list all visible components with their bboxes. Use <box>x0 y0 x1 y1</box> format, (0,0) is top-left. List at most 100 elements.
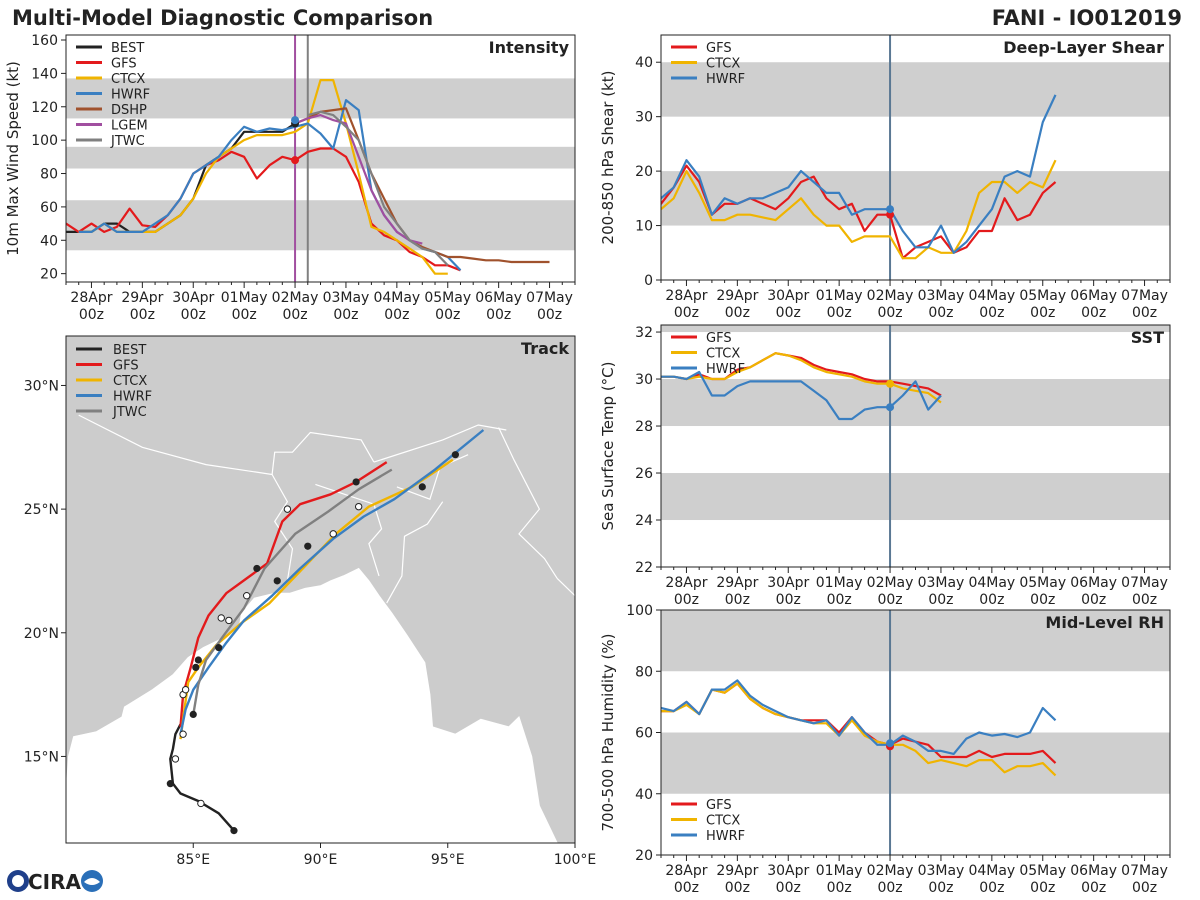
sst-legend-label-gfs: GFS <box>706 331 732 346</box>
track-fix-marker <box>230 827 238 835</box>
track-border-line <box>373 424 507 463</box>
sst-ytick-label: 30 <box>635 372 653 388</box>
rh-marker-hwrf <box>886 739 895 748</box>
rh-legend-label-hwrf: HWRF <box>706 829 745 844</box>
sst-legend-label-hwrf: HWRF <box>706 362 745 377</box>
track-ytick-label: 15°N <box>24 749 59 765</box>
intensity-series-jtwc <box>307 110 449 267</box>
intensity-legend-label-jtwc: JTWC <box>110 134 145 149</box>
rh-plot-area <box>661 610 1170 855</box>
intensity-xtick-date: 06May <box>475 290 522 306</box>
rh-xtick-hour: 00z <box>1081 880 1106 896</box>
shear-xtick-date: 05May <box>1019 288 1066 304</box>
track-border-line <box>396 454 469 500</box>
shear-xtick-date: 02May <box>867 288 914 304</box>
shear-series-hwrf <box>661 94 1057 254</box>
track-fix-marker <box>273 577 281 585</box>
intensity-xtick-date: 05May <box>424 290 471 306</box>
rh-xtick-hour: 00z <box>979 880 1004 896</box>
intensity-xtick-date: 04May <box>373 290 420 306</box>
track-fix-marker <box>215 644 223 652</box>
shear-legend-label-gfs: GFS <box>706 41 732 56</box>
rh-xtick-date: 03May <box>918 863 965 879</box>
intensity-ytick-label: 120 <box>31 100 58 116</box>
shear-xtick-date: 06May <box>1070 288 1117 304</box>
rh-xtick-date: 30Apr <box>767 863 809 879</box>
track-border-line <box>271 474 294 581</box>
sst-panel-title: SST <box>1131 328 1164 347</box>
sst-xtick-date: 03May <box>918 575 965 591</box>
intensity-xtick-date: 07May <box>526 290 573 306</box>
track-fix-marker <box>352 478 360 486</box>
panel-shear: 01020304028Apr00z29Apr00z30Apr00z01May00… <box>599 34 1171 321</box>
intensity-ytick-label: 100 <box>31 133 58 149</box>
shear-legend-label-hwrf: HWRF <box>706 72 745 87</box>
intensity-xtick-date: 30Apr <box>172 290 214 306</box>
intensity-xtick-hour: 00z <box>79 307 104 323</box>
intensity-ylabel: 10m Max Wind Speed (kt) <box>4 61 22 256</box>
rh-legend-label-ctcx: CTCX <box>706 814 740 829</box>
panel-intensity: 2040608010012014016028Apr00z29Apr00z30Ap… <box>4 33 576 323</box>
intensity-legend-label-dshp: DSHP <box>111 103 147 118</box>
intensity-ytick-label: 40 <box>40 233 58 249</box>
sst-legend-label-ctcx: CTCX <box>706 347 740 362</box>
sst-xtick-date: 05May <box>1019 575 1066 591</box>
sst-xtick-hour: 00z <box>877 592 902 608</box>
track-legend-label-ctcx: CTCX <box>113 374 147 389</box>
shear-ytick-label: 40 <box>635 55 653 71</box>
shear-xtick-hour: 00z <box>1132 305 1157 321</box>
track-fix-marker <box>192 663 200 672</box>
intensity-xtick-hour: 00z <box>435 307 460 323</box>
panel-rh: 2040608010028Apr00z29Apr00z30Apr00z01May… <box>599 603 1171 896</box>
shear-xtick-hour: 00z <box>1081 305 1106 321</box>
sst-ylabel: Sea Surface Temp (°C) <box>599 361 617 530</box>
shear-xtick-date: 01May <box>816 288 863 304</box>
rh-xtick-hour: 00z <box>877 880 902 896</box>
track-fix-marker <box>194 656 202 664</box>
intensity-series-lgem <box>294 113 423 245</box>
track-series-gfs <box>179 461 388 727</box>
track-map-area <box>66 336 575 843</box>
rh-xtick-date: 29Apr <box>716 863 758 879</box>
intensity-legend-label-lgem: LGEM <box>111 119 148 134</box>
sst-ytick-label: 22 <box>635 560 653 576</box>
panel-track: 85°E 90°E 95°E 100°E 15°N 20°N 25°N 30°N Track BE… <box>24 335 596 868</box>
rh-xtick-hour: 00z <box>674 880 699 896</box>
cira-logo-text: CIRA <box>28 870 82 894</box>
intensity-ytick-label: 160 <box>31 33 58 49</box>
track-fix-marker <box>189 710 197 718</box>
shear-xtick-date: 28Apr <box>665 288 707 304</box>
intensity-legend-label-gfs: GFS <box>111 57 137 72</box>
figure-title: Multi-Model Diagnostic Comparison <box>12 6 434 30</box>
track-ytick-label: 30°N <box>24 378 59 394</box>
rh-ytick-label: 80 <box>635 664 653 680</box>
rh-ylabel: 700-500 hPa Humidity (%) <box>599 633 617 831</box>
shear-panel-title: Deep-Layer Shear <box>1003 38 1164 57</box>
sst-ytick-label: 26 <box>635 466 653 482</box>
panel-sst: 22242628303228Apr00z29Apr00z30Apr00z01Ma… <box>599 324 1171 608</box>
intensity-xtick-date: 03May <box>323 290 370 306</box>
intensity-panel-title: Intensity <box>489 38 570 57</box>
shear-ytick-label: 10 <box>635 219 653 235</box>
sst-ytick-label: 28 <box>635 419 653 435</box>
sst-marker-ctcx <box>886 379 895 388</box>
rh-legend-label-gfs: GFS <box>706 798 732 813</box>
shear-xtick-hour: 00z <box>776 305 801 321</box>
intensity-xtick-date: 01May <box>221 290 268 306</box>
sst-xtick-date: 01May <box>816 575 863 591</box>
sst-marker-hwrf <box>886 403 895 412</box>
shear-marker-hwrf <box>886 205 895 214</box>
shear-shade-band <box>661 171 1170 226</box>
rh-xtick-date: 07May <box>1121 863 1168 879</box>
shear-xtick-hour: 00z <box>1030 305 1055 321</box>
sst-ytick-label: 24 <box>635 513 653 529</box>
shear-ytick-label: 0 <box>644 273 653 289</box>
rh-xtick-hour: 00z <box>1132 880 1157 896</box>
rh-xtick-hour: 00z <box>776 880 801 896</box>
track-legend-label-hwrf: HWRF <box>113 390 152 405</box>
